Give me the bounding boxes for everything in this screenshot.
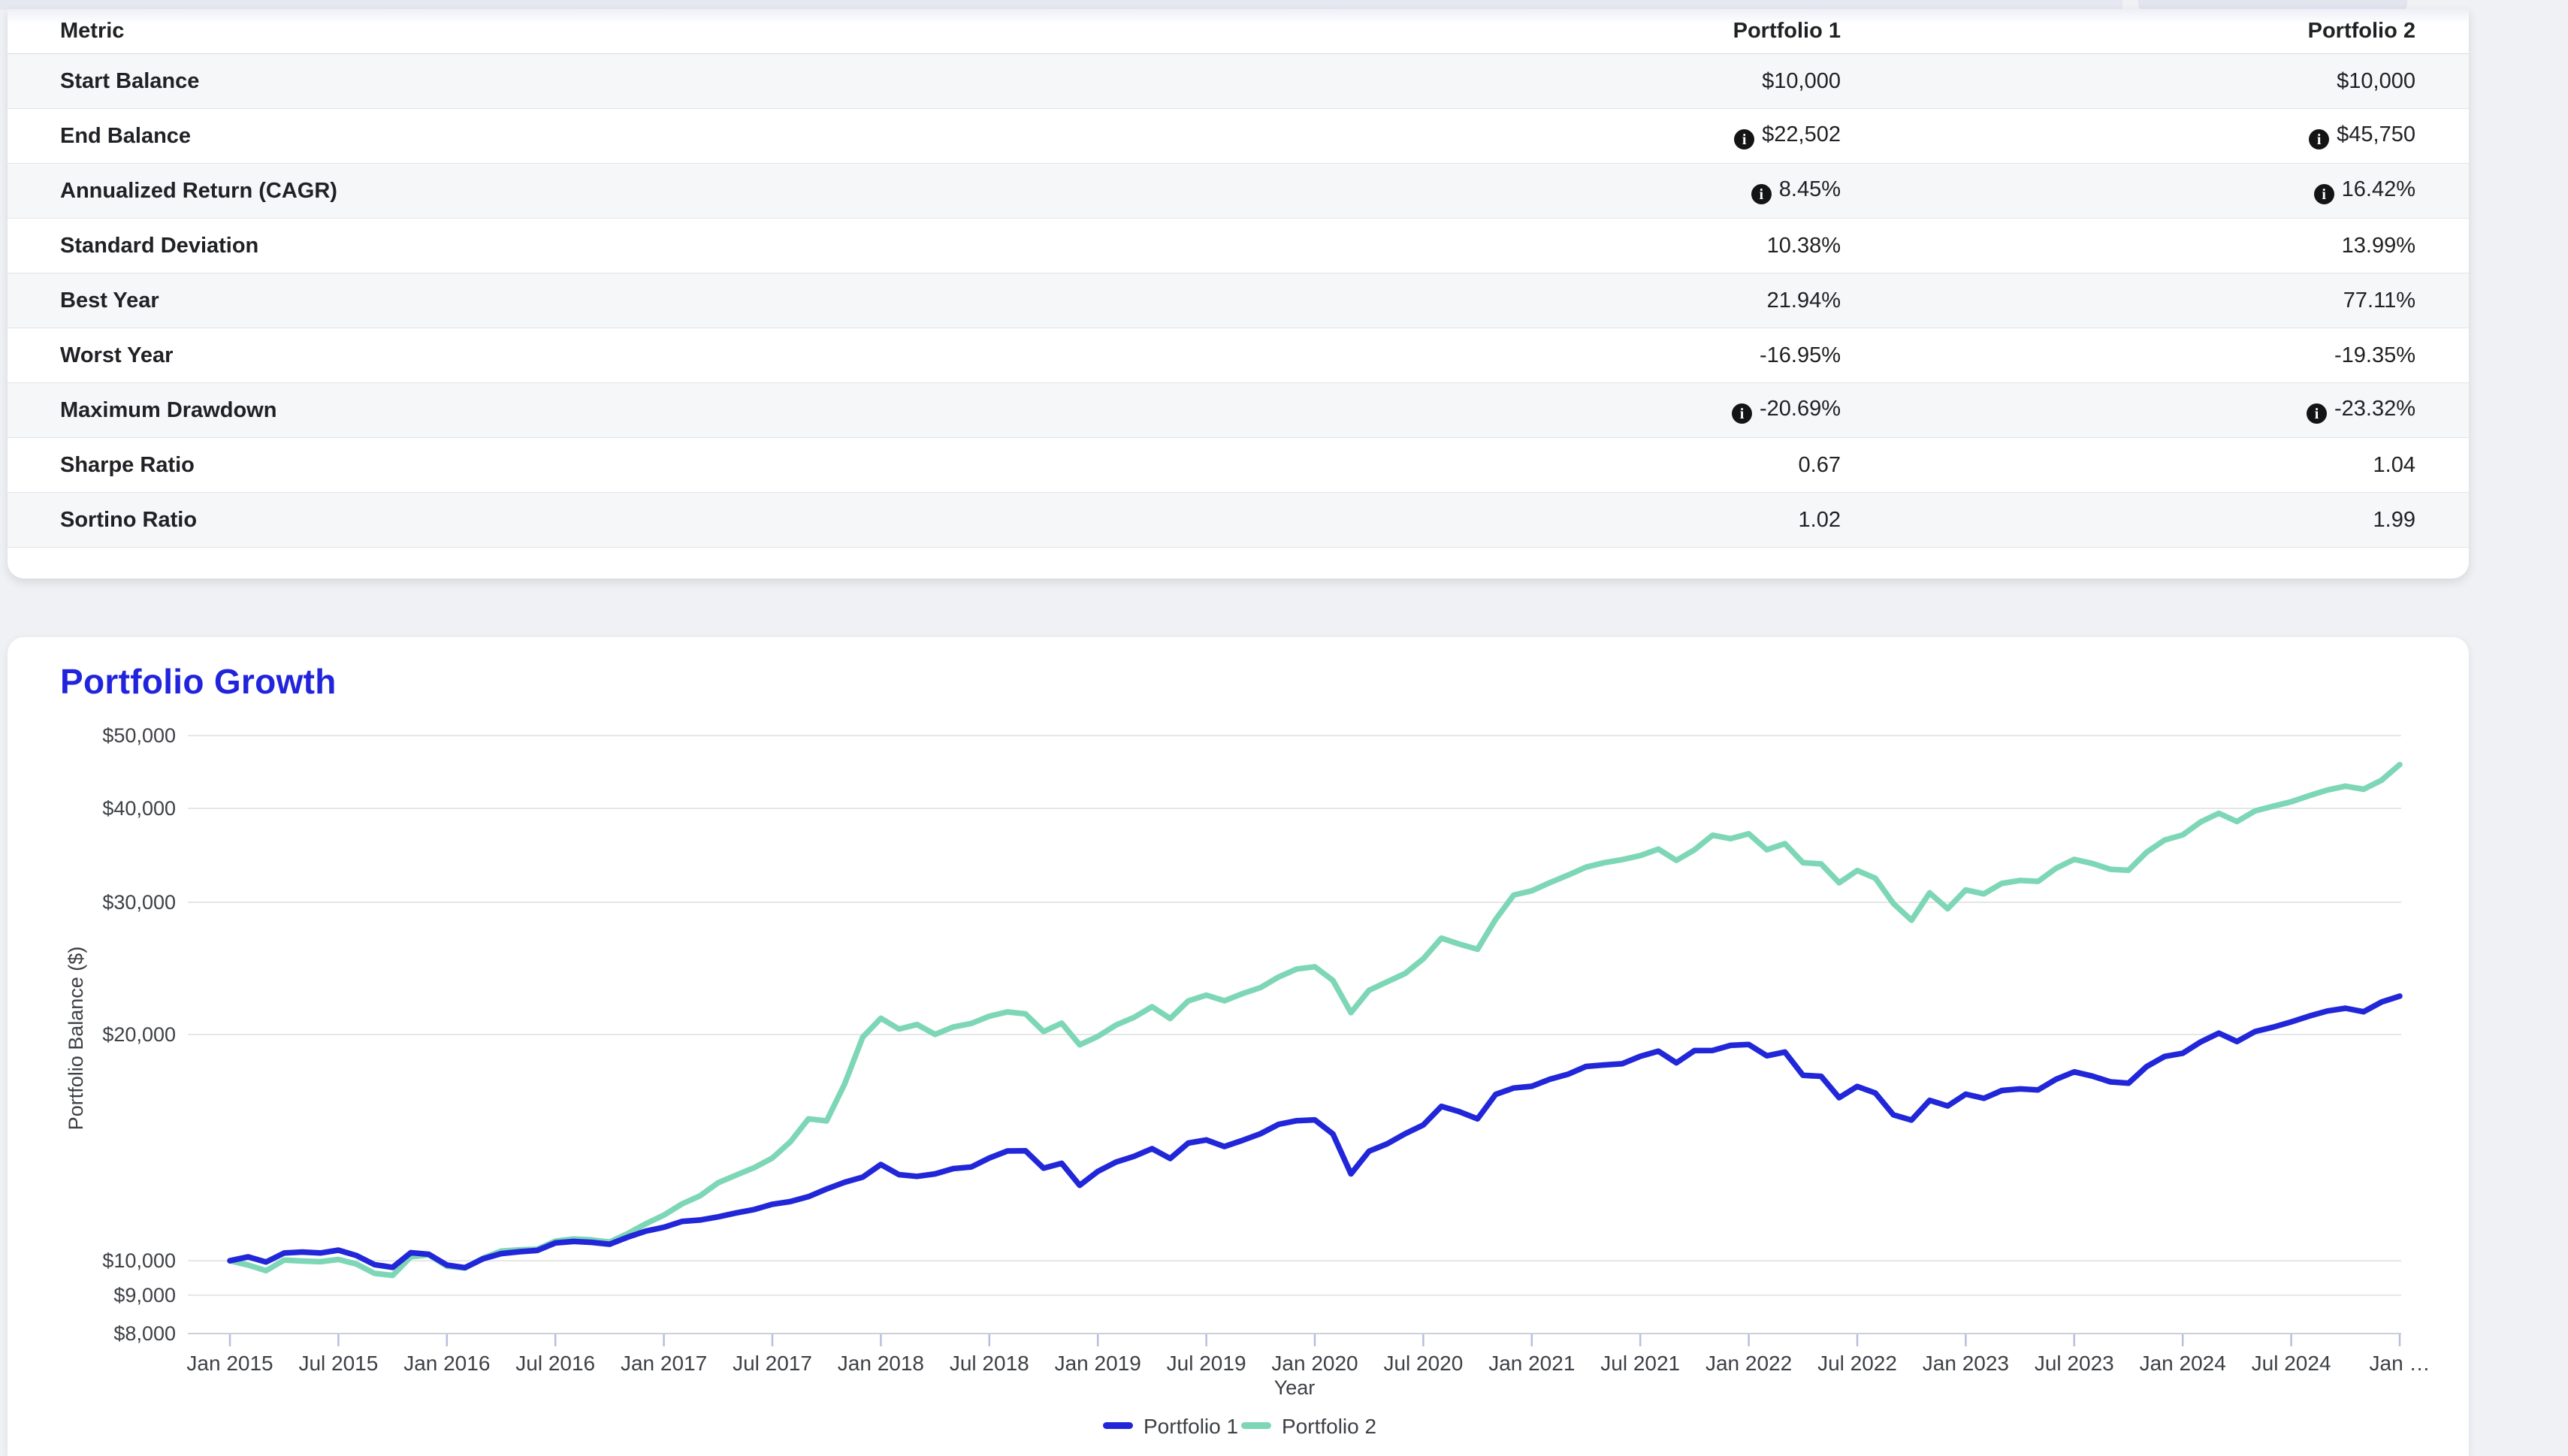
top-scroll-track (0, 0, 2122, 10)
portfolio-1-value: -16.95% (1759, 343, 1841, 367)
metric-label: Worst Year (60, 343, 174, 367)
metric-label: Sharpe Ratio (60, 452, 195, 477)
portfolio-2-value: i 16.42% (1841, 177, 2415, 205)
portfolio-2-value: 1.04 (2373, 452, 2415, 477)
table-row: Maximum Drawdown i -20.69% i -23.32% (8, 383, 2469, 438)
table-row: Worst Year -16.95% -19.35% (8, 328, 2469, 383)
portfolio-1-value: 0.67 (1798, 452, 1841, 477)
portfolio-2-value: -19.35% (2334, 343, 2415, 367)
chart-title: Portfolio Growth (60, 662, 337, 701)
table-row: Sortino Ratio 1.02 1.99 (8, 493, 2469, 548)
portfolio-2-value: 13.99% (2341, 233, 2415, 258)
portfolio-1-value: 1.02 (1798, 507, 1841, 532)
info-icon[interactable]: i (2306, 403, 2327, 424)
column-header-portfolio-2: Portfolio 2 (2307, 19, 2415, 43)
column-header-portfolio-1: Portfolio 1 (1733, 19, 1841, 43)
portfolio-1-value: 21.94% (1766, 288, 1841, 313)
table-row: Standard Deviation 10.38% 13.99% (8, 219, 2469, 273)
performance-summary-card: Metric Portfolio 1 Portfolio 2 Start Bal… (8, 9, 2469, 578)
info-icon[interactable]: i (1734, 129, 1755, 150)
portfolio-1-value: i $22,502 (1134, 122, 1841, 150)
metric-label: End Balance (60, 123, 192, 148)
portfolio-growth-card: Portfolio Growth (8, 637, 2469, 1456)
metrics-table-body: Start Balance $10,000 $10,000 End Balance i $… (8, 54, 2469, 548)
metric-label: Best Year (60, 288, 159, 313)
portfolio-1-value: 10.38% (1766, 233, 1841, 258)
metric-label: Start Balance (60, 68, 200, 93)
metrics-table-header: Metric Portfolio 1 Portfolio 2 (8, 9, 2469, 54)
info-icon[interactable]: i (1751, 184, 1772, 205)
metric-label: Annualized Return (CAGR) (60, 178, 337, 203)
portfolio-2-value: i -23.32% (1841, 397, 2415, 424)
portfolio-2-value: $10,000 (2337, 68, 2415, 93)
column-header-metric: Metric (60, 19, 125, 43)
horizontal-scrollbar-thumb[interactable] (2138, 0, 2407, 11)
table-row: End Balance i $22,502 i $45,750 (8, 109, 2469, 164)
metric-label: Maximum Drawdown (60, 397, 277, 422)
info-icon[interactable]: i (2309, 129, 2330, 150)
table-row: Best Year 21.94% 77.11% (8, 273, 2469, 328)
table-row: Annualized Return (CAGR) i 8.45% i 16.42% (8, 164, 2469, 219)
portfolio-2-value: 1.99 (2373, 507, 2415, 532)
table-row: Sharpe Ratio 0.67 1.04 (8, 438, 2469, 493)
info-icon[interactable]: i (1731, 403, 1752, 424)
metric-label: Sortino Ratio (60, 507, 198, 532)
info-icon[interactable]: i (2313, 184, 2334, 205)
portfolio-1-value: i -20.69% (1134, 397, 1841, 424)
metric-label: Standard Deviation (60, 233, 259, 258)
portfolio-2-value: 77.11% (2343, 288, 2415, 313)
portfolio-2-value: i $45,750 (1841, 122, 2415, 150)
portfolio-1-value: $10,000 (1762, 68, 1841, 93)
portfolio-1-value: i 8.45% (1134, 177, 1841, 205)
table-row: Start Balance $10,000 $10,000 (8, 54, 2469, 109)
